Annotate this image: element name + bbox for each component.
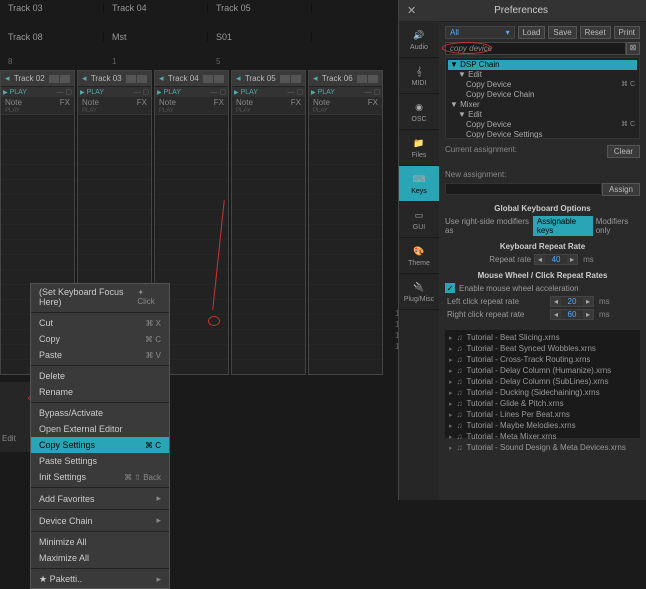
prefs-tab-osc[interactable]: ◉OSC [399,94,439,130]
track-sub: 5 [208,57,312,66]
ctx-copy[interactable]: Copy⌘ C [31,331,169,347]
prefs-tab-audio[interactable]: 🔊Audio [399,22,439,58]
gui-icon: ▭ [410,208,428,222]
theme-icon: 🎨 [410,244,428,258]
files-icon: 📁 [410,136,428,150]
bottom-left-panel: Edit [0,382,30,452]
prefs-title: Preferences [494,5,548,16]
repeat-rate-stepper[interactable]: ◂ 40 ▸ [534,254,578,265]
tutorial-item[interactable]: ▸♫Tutorial - Delay Column (Humanize).xrn… [447,365,638,376]
search-input[interactable]: copy device [445,42,626,55]
track-sub: 1 [104,57,208,66]
prefs-tab-files[interactable]: 📁Files [399,130,439,166]
ctx-copy-settings[interactable]: Copy Settings⌘ C [31,437,169,453]
track-header[interactable]: Track 08 [0,32,104,42]
prefs-tab-gui[interactable]: ▭GUI [399,202,439,238]
prefs-tab-plug/misc[interactable]: 🔌Plug/Misc [399,274,439,310]
left-click-stepper[interactable]: ◂20▸ [550,296,594,307]
ctx-focus[interactable]: (Set Keyboard Focus Here)✦ Click [31,284,169,310]
right-click-stepper[interactable]: ◂60▸ [550,309,594,320]
track-header[interactable]: Track 03 [0,3,104,13]
ctx-device-chain[interactable]: Device Chain▸ [31,512,169,529]
track-header-grid: Track 03 Track 04 Track 05 Track 08 Mst … [0,0,400,69]
tutorial-item[interactable]: ▸♫Tutorial - Meta Mixer.xrns [447,431,638,442]
tree-item[interactable]: ▼ Mixer [448,100,637,110]
dec-icon[interactable]: ◂ [535,255,545,264]
assign-input[interactable] [445,183,602,195]
load-button[interactable]: Load [518,26,546,39]
new-assign-label: New assignment: [445,170,506,179]
ctx-min-all[interactable]: Minimize All [31,534,169,550]
osc-icon: ◉ [410,100,428,114]
close-icon[interactable]: ✕ [407,4,416,17]
mw-title: Mouse Wheel / Click Repeat Rates [445,271,640,280]
clear-button[interactable]: Clear [607,145,640,158]
prefs-tab-midi[interactable]: 𝄞MIDI [399,58,439,94]
ctx-init-settings[interactable]: Init Settings⌘ ⇧ Back [31,469,169,485]
inc-icon[interactable]: ▸ [567,255,577,264]
tree-item[interactable]: ▼ Edit [448,70,637,80]
preferences-panel: ✕ Preferences 🔊Audio𝄞MIDI◉OSC📁Files⌨Keys… [398,0,646,500]
prefs-tab-theme[interactable]: 🎨Theme [399,238,439,274]
ctx-open-ext[interactable]: Open External Editor [31,421,169,437]
tree-item[interactable]: Copy Device Chain [448,90,637,100]
gko-title: Global Keyboard Options [445,204,640,213]
plug/misc-icon: 🔌 [410,280,428,294]
tutorial-item[interactable]: ▸♫Tutorial - Maybe Melodies.xrns [447,420,638,431]
ctx-add-fav[interactable]: Add Favorites▸ [31,490,169,507]
tutorial-item[interactable]: ▸♫Tutorial - Cross-Track Routing.xrns [447,354,638,365]
assign-button[interactable]: Assign [602,183,640,196]
edit-label: Edit [0,432,30,445]
ctx-cut[interactable]: Cut⌘ X [31,315,169,331]
clear-search-icon[interactable]: ⊠ [626,42,640,55]
ctx-paste[interactable]: Paste⌘ V [31,347,169,363]
save-button[interactable]: Save [548,26,576,39]
cur-assign-label: Current assignment: [445,145,517,158]
tutorial-item[interactable]: ▸♫Tutorial - Glide & Pitch.xrns [447,398,638,409]
prefs-tab-keys[interactable]: ⌨Keys [399,166,439,202]
ctx-paste-settings[interactable]: Paste Settings [31,453,169,469]
tree-item[interactable]: Copy Device Settings [448,130,637,139]
context-menu: (Set Keyboard Focus Here)✦ Click Cut⌘ X … [30,283,170,589]
track-header[interactable]: Track 04 [104,3,208,13]
tree-item[interactable]: Copy Device⌘ C [448,120,637,130]
tutorial-item[interactable]: ▸♫Tutorial - Delay Column (SubLines).xrn… [447,376,638,387]
tutorial-list: ▸♫Tutorial - Beat Slicing.xrns▸♫Tutorial… [445,330,640,438]
ctx-paketti[interactable]: ★ Paketti..▸ [31,571,169,588]
prefs-tabs: 🔊Audio𝄞MIDI◉OSC📁Files⌨Keys▭GUI🎨Theme🔌Plu… [399,22,439,500]
tutorial-item[interactable]: ▸♫Tutorial - Sound Design & Meta Devices… [447,442,638,453]
shortcut-tree[interactable]: ▼ DSP Chain▼ EditCopy Device⌘ CCopy Devi… [445,57,640,139]
track-panel[interactable]: ◂Track 05 ▶PLAY— ▢ NoteFX PLAY [231,70,306,375]
tree-item[interactable]: ▼ DSP Chain [448,60,637,70]
tree-item[interactable]: ▼ Edit [448,110,637,120]
tutorial-item[interactable]: ▸♫Tutorial - Beat Synced Wobbles.xrns [447,343,638,354]
ctx-bypass[interactable]: Bypass/Activate [31,405,169,421]
print-button[interactable]: Print [614,26,640,39]
ctx-delete[interactable]: Delete [31,368,169,384]
tree-item[interactable]: Copy Device⌘ C [448,80,637,90]
assignable-keys-chip[interactable]: Assignable keys [533,216,593,236]
audio-icon: 🔊 [410,28,428,42]
tutorial-item[interactable]: ▸♫Tutorial - Ducking (Sidechaining).xrns [447,387,638,398]
filter-dropdown[interactable]: All▾ [445,26,515,39]
track-header[interactable]: Track 05 [208,3,312,13]
reset-button[interactable]: Reset [580,26,611,39]
tutorial-item[interactable]: ▸♫Tutorial - Beat Slicing.xrns [447,332,638,343]
track-sub: 8 [0,57,104,66]
midi-icon: 𝄞 [410,64,428,78]
keys-icon: ⌨ [410,172,428,186]
ctx-max-all[interactable]: Maximize All [31,550,169,566]
checkbox-icon[interactable]: ✓ [445,283,455,293]
track-panel[interactable]: ◂Track 06 ▶PLAY— ▢ NoteFX PLAY [308,70,383,375]
track-header[interactable]: Mst [104,32,208,42]
tutorial-item[interactable]: ▸♫Tutorial - Lines Per Beat.xrns [447,409,638,420]
track-header[interactable]: S01 [208,32,312,42]
ctx-rename[interactable]: Rename [31,384,169,400]
krr-title: Keyboard Repeat Rate [445,242,640,251]
